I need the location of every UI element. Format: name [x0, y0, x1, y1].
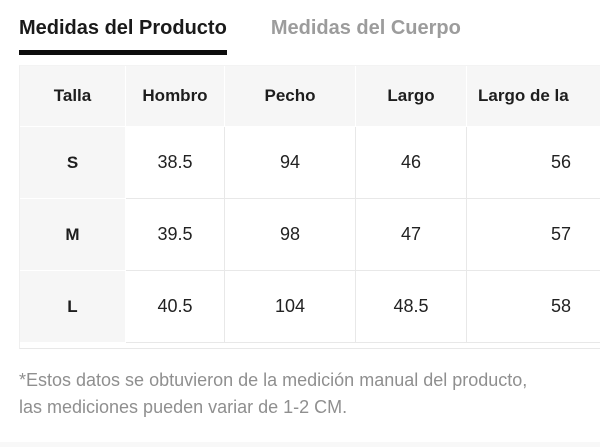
- measure-cell-largo: 47: [356, 199, 467, 271]
- size-cell: L: [20, 271, 126, 343]
- column-header-largo: Largo: [356, 66, 467, 127]
- size-guide-tabs: Medidas del Producto Medidas del Cuerpo: [19, 15, 461, 55]
- column-header-largo-de-la: Largo de la: [467, 66, 600, 127]
- column-header-hombro: Hombro: [126, 66, 225, 127]
- size-cell: M: [20, 199, 126, 271]
- measure-cell-hombro: 38.5: [126, 127, 225, 199]
- table-row-size-m: M 39.5 98 47 57: [20, 199, 600, 271]
- measure-cell-pecho: 104: [225, 271, 356, 343]
- measure-cell-largo: 48.5: [356, 271, 467, 343]
- size-cell: S: [20, 127, 126, 199]
- measure-cell-hombro: 39.5: [126, 199, 225, 271]
- table-row-size-s: S 38.5 94 46 56: [20, 127, 600, 199]
- measure-cell-largo-manga: 57: [467, 199, 600, 271]
- tab-medidas-del-producto[interactable]: Medidas del Producto: [19, 15, 227, 55]
- disclaimer-line-2: las mediciones pueden variar de 1-2 CM.: [19, 397, 348, 417]
- size-table: Talla Hombro Pecho Largo Largo de la S 3…: [20, 66, 600, 343]
- section-divider: [0, 442, 600, 447]
- disclaimer-line-1: *Estos datos se obtuvieron de la medició…: [19, 370, 528, 390]
- measurement-disclaimer: *Estos datos se obtuvieron de la medició…: [19, 367, 585, 421]
- measure-cell-hombro: 40.5: [126, 271, 225, 343]
- measure-cell-pecho: 94: [225, 127, 356, 199]
- size-table-scroll-area[interactable]: Talla Hombro Pecho Largo Largo de la S 3…: [19, 65, 600, 349]
- measure-cell-pecho: 98: [225, 199, 356, 271]
- measure-cell-largo-manga: 58: [467, 271, 600, 343]
- measure-cell-largo-manga: 56: [467, 127, 600, 199]
- column-header-talla: Talla: [20, 66, 126, 127]
- column-header-pecho: Pecho: [225, 66, 356, 127]
- measure-cell-largo: 46: [356, 127, 467, 199]
- tab-medidas-del-cuerpo[interactable]: Medidas del Cuerpo: [271, 15, 461, 55]
- table-header-row: Talla Hombro Pecho Largo Largo de la: [20, 66, 600, 127]
- table-row-size-l: L 40.5 104 48.5 58: [20, 271, 600, 343]
